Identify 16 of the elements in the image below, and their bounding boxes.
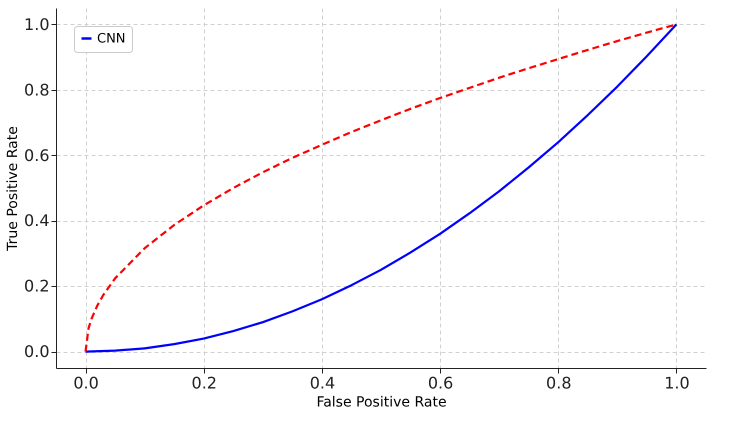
y-tick-label: 1.0 [24, 14, 50, 34]
x-tick-label: 0.2 [192, 374, 217, 392]
x-tick-label: 1.0 [664, 374, 690, 392]
y-tick-label: 0.8 [24, 80, 50, 100]
y-tick-label: 0.2 [24, 276, 50, 296]
x-tick-label: 0.0 [73, 374, 99, 392]
line-series [84, 23, 678, 353]
x-axis-title: False Positive Rate [316, 394, 447, 410]
legend-label: CNN [97, 32, 126, 46]
x-tick-label: 0.4 [310, 374, 336, 392]
x-tick-label: 0.8 [546, 374, 572, 392]
y-tick-label: 0.0 [24, 342, 50, 362]
y-tick-label: 0.4 [24, 211, 50, 230]
x-tick-label: 0.6 [428, 374, 454, 392]
y-axis-title: True Positive Rate [5, 126, 22, 252]
y-tick-label: 0.6 [24, 146, 50, 165]
